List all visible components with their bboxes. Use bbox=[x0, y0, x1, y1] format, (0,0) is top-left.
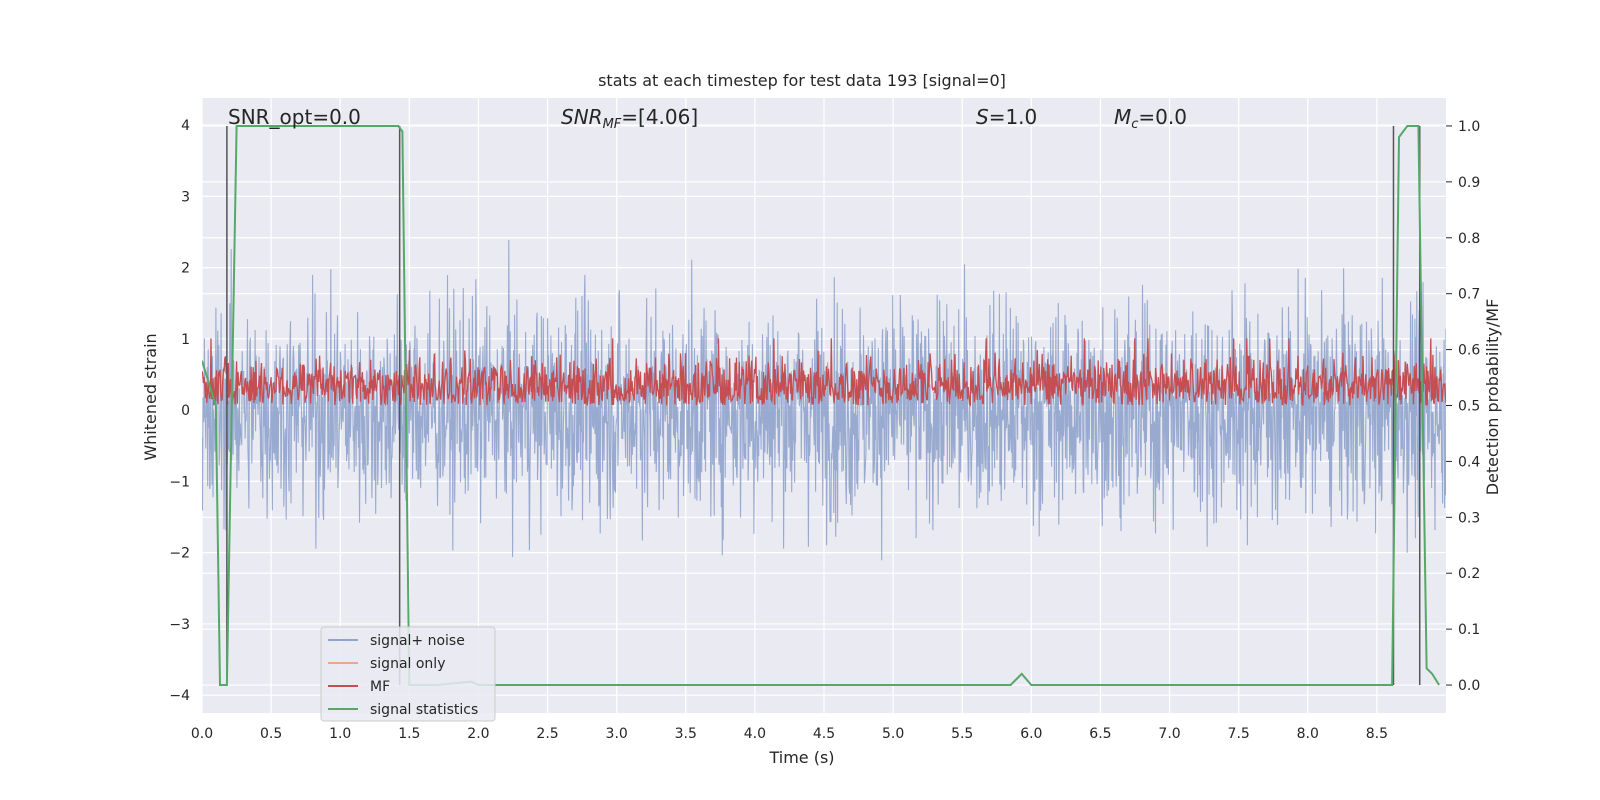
y2-tick-label: 0.0 bbox=[1458, 678, 1480, 694]
legend-label-signal-noise: signal+ noise bbox=[370, 633, 465, 649]
data-layer bbox=[202, 125, 1446, 686]
y-tick-label: 1 bbox=[181, 332, 190, 348]
y-tick-label: 2 bbox=[181, 261, 190, 277]
x-axis-label: Time (s) bbox=[768, 748, 834, 767]
s-symbol: S bbox=[976, 105, 989, 129]
mc-value: =0.0 bbox=[1138, 105, 1187, 129]
s-annotation: S=1.0 bbox=[976, 105, 1037, 129]
y-tick-label: 3 bbox=[181, 189, 190, 205]
snr-mf-subscript: MF bbox=[603, 117, 622, 132]
snr-mf-symbol: SNR bbox=[561, 105, 603, 129]
x-tick-label: 4.5 bbox=[813, 726, 835, 742]
y2-axis-ticks: 1.0 0.9 0.8 0.7 0.6 0.5 0.4 0.3 0.2 0.1 0.0 bbox=[1446, 119, 1480, 694]
x-tick-label: 2.0 bbox=[467, 726, 489, 742]
x-tick-label: 3.0 bbox=[606, 726, 628, 742]
y2-tick-label: 1.0 bbox=[1458, 119, 1480, 135]
x-tick-label: 5.5 bbox=[951, 726, 973, 742]
legend-label-signal-only: signal only bbox=[370, 656, 445, 672]
snr-mf-annotation: SNRMF=[4.06] bbox=[561, 105, 698, 132]
legend-label-statistics: signal statistics bbox=[370, 702, 478, 718]
x-tick-label: 1.0 bbox=[329, 726, 351, 742]
x-axis-ticks: 0.0 0.5 1.0 1.5 2.0 2.5 3.0 3.5 4.0 4.5 5.0 5.5 6.0 6… bbox=[191, 726, 1388, 742]
x-tick-label: 2.5 bbox=[536, 726, 558, 742]
mf-line bbox=[202, 338, 1446, 407]
x-tick-label: 5.0 bbox=[882, 726, 904, 742]
y-tick-label: −1 bbox=[169, 474, 190, 490]
x-tick-label: 7.0 bbox=[1158, 726, 1180, 742]
x-tick-label: 8.0 bbox=[1297, 726, 1319, 742]
legend: signal+ noise signal only MF signal stat… bbox=[320, 626, 496, 722]
x-tick-label: 0.5 bbox=[260, 726, 282, 742]
y2-tick-label: 0.1 bbox=[1458, 622, 1480, 638]
y2-tick-label: 0.6 bbox=[1458, 343, 1480, 359]
y2-tick-label: 0.2 bbox=[1458, 566, 1480, 582]
y2-tick-label: 0.7 bbox=[1458, 287, 1480, 303]
chart-title: stats at each timestep for test data 193… bbox=[598, 71, 1006, 90]
x-tick-label: 1.5 bbox=[398, 726, 420, 742]
y-tick-label: −3 bbox=[169, 617, 190, 633]
x-tick-label: 4.0 bbox=[744, 726, 766, 742]
y2-tick-label: 0.5 bbox=[1458, 399, 1480, 415]
y-tick-label: 0 bbox=[181, 403, 190, 419]
y-axis-label: Whitened strain bbox=[141, 333, 160, 460]
y-tick-label: −2 bbox=[169, 546, 190, 562]
mc-symbol: M bbox=[1114, 105, 1131, 129]
y2-tick-label: 0.9 bbox=[1458, 175, 1480, 191]
y2-tick-label: 0.4 bbox=[1458, 454, 1480, 470]
mc-annotation: Mc=0.0 bbox=[1114, 105, 1187, 132]
x-tick-label: 8.5 bbox=[1366, 726, 1388, 742]
y-tick-label: 4 bbox=[181, 118, 190, 134]
signal-noise-line bbox=[202, 239, 1446, 561]
signal-statistics-line bbox=[202, 125, 1440, 686]
x-tick-label: 6.0 bbox=[1020, 726, 1042, 742]
x-tick-label: 0.0 bbox=[191, 726, 213, 742]
y2-tick-label: 0.3 bbox=[1458, 510, 1480, 526]
snr-mf-value: =[4.06] bbox=[621, 105, 698, 129]
snr-opt-annotation: SNR_opt=0.0 bbox=[228, 105, 361, 129]
mc-subscript: c bbox=[1131, 117, 1138, 132]
y-axis-ticks: 4 3 2 1 0 −1 −2 −3 −4 bbox=[169, 118, 190, 704]
x-tick-label: 3.5 bbox=[675, 726, 697, 742]
y2-axis-label: Detection probability/MF bbox=[1483, 299, 1502, 496]
y-tick-label: −4 bbox=[169, 688, 190, 704]
x-tick-label: 6.5 bbox=[1089, 726, 1111, 742]
y2-tick-label: 0.8 bbox=[1458, 231, 1480, 247]
s-value: =1.0 bbox=[989, 105, 1038, 129]
x-tick-label: 7.5 bbox=[1228, 726, 1250, 742]
legend-box bbox=[320, 626, 496, 722]
legend-label-mf: MF bbox=[370, 679, 390, 695]
